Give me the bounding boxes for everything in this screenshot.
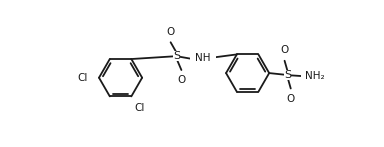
Text: S: S — [173, 51, 180, 61]
Text: NH₂: NH₂ — [305, 71, 324, 81]
Text: O: O — [167, 27, 175, 37]
Text: H: H — [200, 53, 208, 63]
Text: O: O — [177, 75, 185, 85]
Text: N: N — [196, 53, 204, 63]
Text: O: O — [280, 45, 289, 55]
Text: NH: NH — [195, 54, 211, 64]
Text: Cl: Cl — [134, 102, 145, 113]
Text: Cl: Cl — [78, 73, 88, 83]
Text: S: S — [284, 70, 291, 80]
Text: O: O — [286, 94, 295, 104]
